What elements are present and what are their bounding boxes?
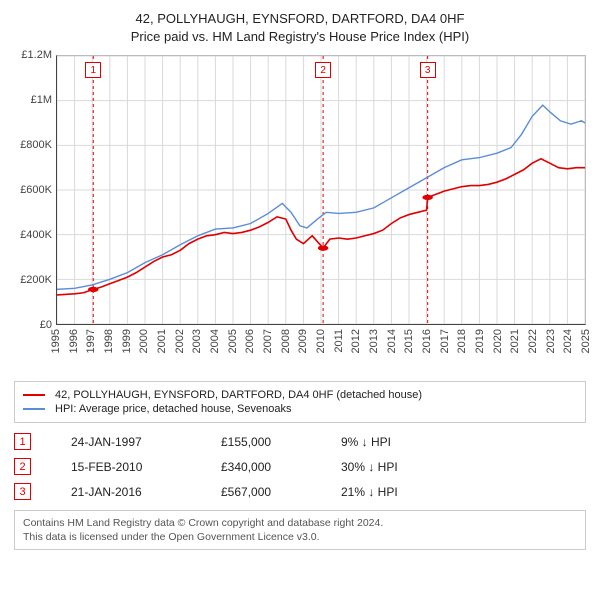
- event-date: 21-JAN-2016: [71, 485, 181, 499]
- y-axis-labels: £0£200K£400K£600K£800K£1M£1.2M: [14, 55, 56, 325]
- x-tick-label: 2009: [297, 329, 309, 353]
- x-tick-label: 2011: [333, 329, 345, 353]
- x-tick-label: 2006: [244, 329, 256, 353]
- event-row: 3 21-JAN-2016 £567,000 21% ↓ HPI: [14, 479, 586, 504]
- x-tick-label: 2000: [138, 329, 150, 353]
- legend-label: 42, POLLYHAUGH, EYNSFORD, DARTFORD, DA4 …: [55, 389, 422, 401]
- x-tick-label: 2003: [191, 329, 203, 353]
- x-tick-label: 2007: [262, 329, 274, 353]
- x-tick-label: 2022: [527, 329, 539, 353]
- x-tick-label: 2001: [156, 329, 168, 353]
- x-tick-label: 1996: [68, 329, 80, 353]
- event-row: 1 24-JAN-1997 £155,000 9% ↓ HPI: [14, 429, 586, 454]
- x-tick-label: 2004: [209, 329, 221, 353]
- event-date: 15-FEB-2010: [71, 460, 181, 474]
- event-price: £567,000: [221, 485, 301, 499]
- x-tick-label: 2025: [580, 329, 592, 353]
- chart-title-1: 42, POLLYHAUGH, EYNSFORD, DARTFORD, DA4 …: [14, 10, 586, 28]
- event-price: £155,000: [221, 435, 301, 449]
- chart-title-2: Price paid vs. HM Land Registry's House …: [14, 28, 586, 46]
- x-tick-label: 2014: [386, 329, 398, 353]
- event-pct: 30% ↓ HPI: [341, 460, 398, 474]
- x-tick-label: 2012: [350, 329, 362, 353]
- x-tick-label: 2024: [562, 329, 574, 353]
- legend-row: HPI: Average price, detached house, Seve…: [23, 402, 577, 416]
- event-badge-1: 1: [85, 62, 101, 78]
- event-row: 2 15-FEB-2010 £340,000 30% ↓ HPI: [14, 454, 586, 479]
- events-table: 1 24-JAN-1997 £155,000 9% ↓ HPI 2 15-FEB-2010…: [14, 429, 586, 504]
- event-badge-2: 2: [315, 62, 331, 78]
- event-price: £340,000: [221, 460, 301, 474]
- x-tick-label: 2023: [545, 329, 557, 353]
- y-tick-label: £200K: [20, 274, 52, 286]
- x-tick-label: 2013: [368, 329, 380, 353]
- y-tick-label: £800K: [20, 139, 52, 151]
- event-pct: 21% ↓ HPI: [341, 485, 398, 499]
- x-tick-label: 2019: [474, 329, 486, 353]
- legend-swatch: [23, 394, 45, 396]
- chart-area: £0£200K£400K£600K£800K£1M£1.2M 123 19951…: [14, 55, 586, 373]
- x-tick-label: 2021: [509, 329, 521, 353]
- x-tick-label: 2015: [403, 329, 415, 353]
- legend-swatch: [23, 408, 45, 410]
- legend: 42, POLLYHAUGH, EYNSFORD, DARTFORD, DA4 …: [14, 381, 586, 423]
- x-tick-label: 2005: [227, 329, 239, 353]
- event-date: 24-JAN-1997: [71, 435, 181, 449]
- y-tick-label: £400K: [20, 229, 52, 241]
- x-tick-label: 2002: [174, 329, 186, 353]
- y-tick-label: £1M: [31, 94, 52, 106]
- x-tick-label: 2017: [439, 329, 451, 353]
- x-tick-label: 1995: [50, 329, 62, 353]
- legend-row: 42, POLLYHAUGH, EYNSFORD, DARTFORD, DA4 …: [23, 388, 577, 402]
- legend-label: HPI: Average price, detached house, Seve…: [55, 403, 291, 415]
- x-tick-label: 2008: [280, 329, 292, 353]
- attribution-line-1: Contains HM Land Registry data © Crown c…: [23, 516, 577, 530]
- x-axis-labels: 1995199619971998199920002001200220032004…: [56, 325, 586, 373]
- event-number-badge: 1: [14, 433, 31, 450]
- attribution-line-2: This data is licensed under the Open Gov…: [23, 530, 577, 544]
- event-badge-3: 3: [420, 62, 436, 78]
- x-tick-label: 1998: [103, 329, 115, 353]
- event-number-badge: 2: [14, 458, 31, 475]
- x-tick-label: 1997: [85, 329, 97, 353]
- attribution: Contains HM Land Registry data © Crown c…: [14, 510, 586, 550]
- event-pct: 9% ↓ HPI: [341, 435, 391, 449]
- x-tick-label: 2010: [315, 329, 327, 353]
- x-tick-label: 1999: [121, 329, 133, 353]
- plot-region: 1 2 3: [56, 55, 586, 325]
- x-tick-label: 2018: [456, 329, 468, 353]
- x-tick-label: 2020: [492, 329, 504, 353]
- plot-svg: [57, 56, 585, 324]
- y-tick-label: £1.2M: [21, 49, 52, 61]
- y-tick-label: £600K: [20, 184, 52, 196]
- event-number-badge: 3: [14, 483, 31, 500]
- x-tick-label: 2016: [421, 329, 433, 353]
